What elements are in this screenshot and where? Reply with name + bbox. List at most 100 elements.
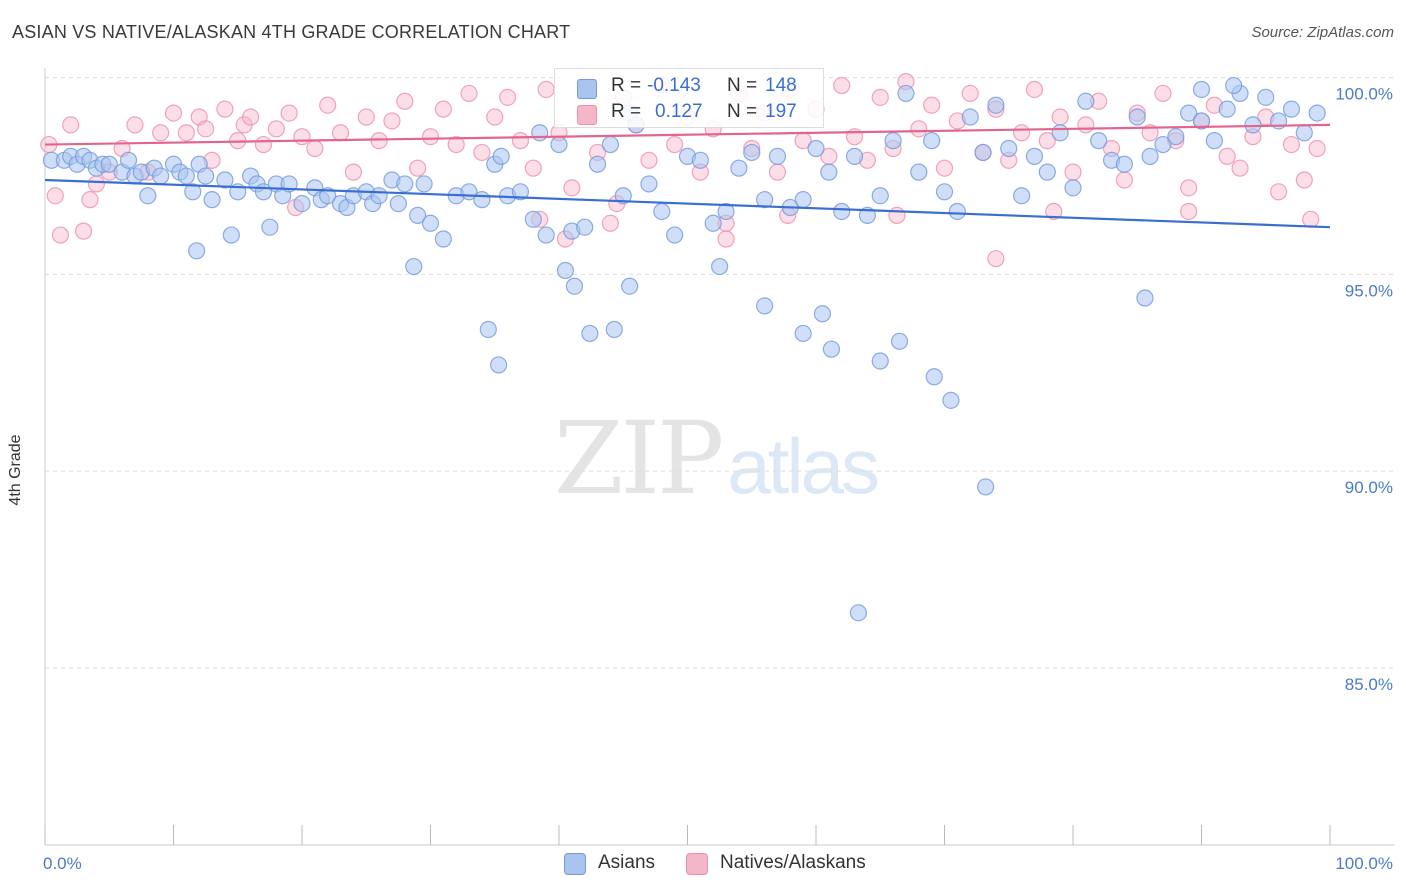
asian-point xyxy=(184,183,202,201)
native-point xyxy=(1064,163,1082,181)
asian-point xyxy=(755,191,774,209)
asian-point xyxy=(1141,147,1159,165)
bottom-legend-swatch-asians xyxy=(564,853,586,875)
asian-point xyxy=(188,242,206,260)
asian-point xyxy=(601,135,620,154)
native-point xyxy=(601,214,620,232)
native-point xyxy=(1231,159,1249,177)
native-point xyxy=(267,120,285,138)
asian-point xyxy=(1038,163,1056,181)
native-point xyxy=(152,124,170,142)
asian-point xyxy=(492,147,510,165)
native-point xyxy=(216,100,234,118)
legend-row-natives: R = 0.127 N = 197 xyxy=(555,101,823,127)
watermark-atlas: atlas xyxy=(727,422,880,510)
native-point xyxy=(177,124,195,142)
native-point xyxy=(357,108,375,126)
asian-point xyxy=(871,187,889,205)
asian-point xyxy=(704,214,722,232)
asian-point xyxy=(434,230,452,248)
asian-point xyxy=(576,218,594,236)
asian-point xyxy=(948,202,966,221)
asian-point xyxy=(389,194,407,213)
asian-point xyxy=(203,191,221,209)
asian-point xyxy=(666,226,684,244)
asian-point xyxy=(177,167,195,185)
native-point xyxy=(87,175,106,193)
native-point xyxy=(640,151,658,169)
watermark: ZIPatlas xyxy=(554,400,880,517)
native-point xyxy=(164,104,183,122)
legend-r-label: R = xyxy=(611,75,642,96)
asian-point xyxy=(1012,187,1031,205)
legend-swatch-natives xyxy=(577,105,597,125)
bottom-legend-label-natives: Natives/Alaskans xyxy=(720,852,866,873)
bottom-legend-label-asians: Asians xyxy=(598,852,656,873)
asian-point xyxy=(813,305,832,323)
asian-point xyxy=(942,391,960,409)
asian-point xyxy=(1090,132,1108,150)
asian-point xyxy=(833,202,851,221)
asian-point xyxy=(479,320,497,339)
asian-point xyxy=(119,151,138,169)
asian-point xyxy=(884,132,902,150)
native-point xyxy=(499,88,517,106)
asian-point xyxy=(845,147,864,165)
native-point xyxy=(1218,147,1236,165)
asian-point xyxy=(743,143,761,162)
asian-point xyxy=(1128,108,1146,126)
asian-point xyxy=(925,368,943,386)
asian-point xyxy=(1192,112,1211,130)
asian-point xyxy=(1308,104,1326,122)
native-point xyxy=(254,135,273,154)
native-point xyxy=(81,191,99,209)
asian-point xyxy=(711,257,729,276)
legend-swatch-asians xyxy=(577,79,597,99)
asian-point xyxy=(490,356,508,374)
legend-r-value: -0.143 xyxy=(647,75,701,96)
asian-point xyxy=(1192,80,1211,99)
asian-point xyxy=(1136,289,1154,307)
native-point xyxy=(1051,108,1069,126)
native-point xyxy=(1115,171,1134,189)
asian-point xyxy=(1205,132,1223,150)
native-point xyxy=(1295,171,1313,189)
native-point xyxy=(197,120,215,138)
native-point xyxy=(1308,139,1326,158)
asian-point xyxy=(1025,147,1044,165)
native-point xyxy=(242,108,260,126)
native-point xyxy=(987,250,1005,268)
native-point xyxy=(293,128,311,146)
y-tick-label: 100.0% xyxy=(1335,85,1393,104)
asian-point xyxy=(1077,92,1095,110)
native-point xyxy=(319,96,337,114)
native-point xyxy=(473,143,491,162)
legend-n-value: 148 xyxy=(765,75,797,96)
native-point xyxy=(62,116,80,134)
native-point xyxy=(717,230,735,248)
native-point xyxy=(447,135,465,154)
asian-point xyxy=(556,261,575,280)
native-point xyxy=(524,159,542,177)
bottom-legend-swatch-natives xyxy=(686,853,708,875)
native-point xyxy=(910,120,928,138)
chart-title: ASIAN VS NATIVE/ALASKAN 4TH GRADE CORREL… xyxy=(12,22,571,42)
asian-point xyxy=(531,124,549,142)
native-point xyxy=(51,226,70,244)
asian-point xyxy=(100,155,118,173)
legend-r-label: R = xyxy=(611,101,642,122)
asian-point xyxy=(987,96,1005,114)
native-point xyxy=(961,84,979,103)
native-point xyxy=(1180,179,1198,197)
native-point xyxy=(511,132,530,150)
asian-point xyxy=(396,175,414,193)
asian-point xyxy=(1282,100,1301,118)
legend-row-asians: R = -0.143 N = 148 xyxy=(555,75,823,101)
correlation-legend: R = -0.143 N = 148 R = 0.127 N = 197 xyxy=(554,68,824,128)
native-point xyxy=(923,96,941,114)
native-point xyxy=(421,128,440,146)
asian-point xyxy=(653,202,671,221)
asian-point xyxy=(717,202,735,221)
native-point xyxy=(46,187,64,205)
